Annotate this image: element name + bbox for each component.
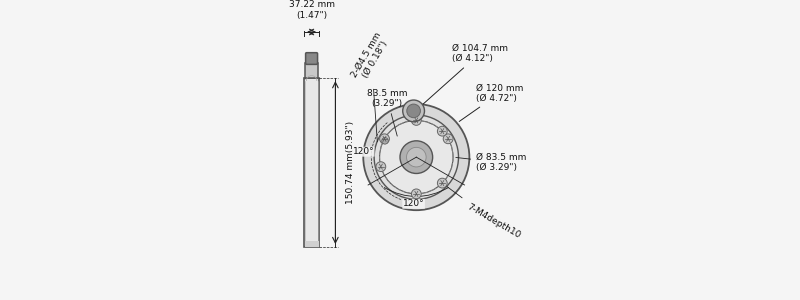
Circle shape bbox=[400, 141, 433, 173]
Text: Ø 120 mm
(Ø 4.72"): Ø 120 mm (Ø 4.72") bbox=[459, 83, 523, 122]
Circle shape bbox=[379, 120, 453, 194]
Text: 7-M4depth10: 7-M4depth10 bbox=[445, 185, 522, 240]
Circle shape bbox=[376, 162, 386, 172]
Circle shape bbox=[443, 134, 453, 144]
Circle shape bbox=[374, 115, 458, 199]
FancyBboxPatch shape bbox=[306, 63, 318, 78]
FancyBboxPatch shape bbox=[304, 78, 319, 247]
FancyBboxPatch shape bbox=[305, 241, 318, 247]
Circle shape bbox=[402, 100, 425, 122]
Text: 120°: 120° bbox=[353, 147, 374, 156]
Circle shape bbox=[411, 189, 422, 199]
Circle shape bbox=[438, 178, 447, 188]
Text: 2-Ø4.5 mm
(Ø 0.18"): 2-Ø4.5 mm (Ø 0.18") bbox=[350, 30, 392, 142]
Circle shape bbox=[438, 126, 447, 136]
Text: Ø 83.5 mm
(Ø 3.29"): Ø 83.5 mm (Ø 3.29") bbox=[456, 153, 526, 172]
Circle shape bbox=[380, 134, 390, 144]
Text: 150.74 mm(5.93"): 150.74 mm(5.93") bbox=[346, 121, 355, 204]
Circle shape bbox=[407, 104, 421, 118]
Text: 37.22 mm
(1.47"): 37.22 mm (1.47") bbox=[289, 0, 334, 20]
Circle shape bbox=[363, 104, 470, 210]
Text: 83.5 mm
(3.29"): 83.5 mm (3.29") bbox=[367, 89, 407, 136]
Circle shape bbox=[406, 147, 426, 167]
Text: 120°: 120° bbox=[402, 199, 425, 208]
Circle shape bbox=[411, 116, 422, 125]
FancyBboxPatch shape bbox=[306, 53, 318, 64]
Circle shape bbox=[382, 138, 388, 144]
Text: Ø 104.7 mm
(Ø 4.12"): Ø 104.7 mm (Ø 4.12") bbox=[413, 44, 508, 113]
